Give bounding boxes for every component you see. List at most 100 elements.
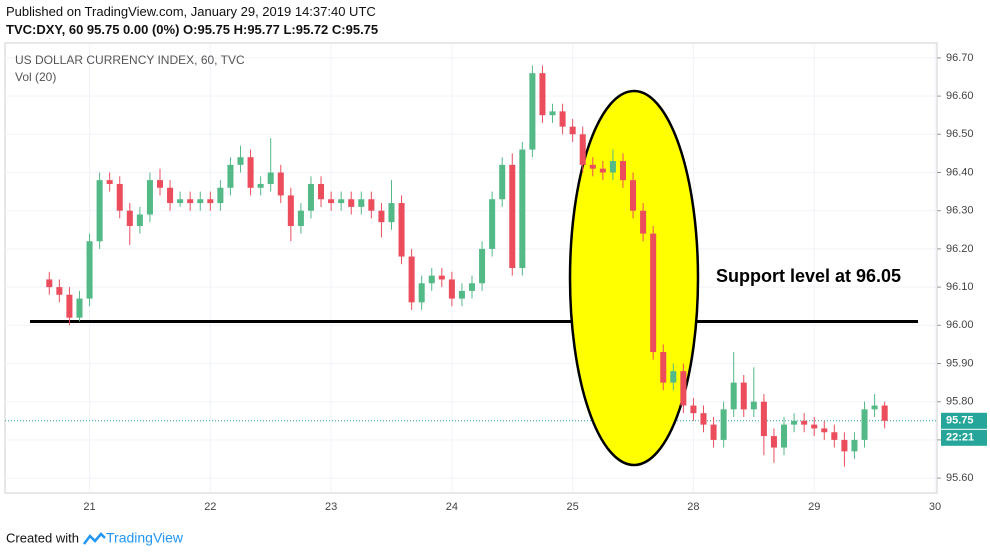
candle-body (821, 428, 828, 433)
countdown-box (941, 429, 987, 446)
countdown-label: 22:21 (946, 432, 974, 444)
candle-body (146, 180, 153, 215)
candle-body (619, 161, 626, 181)
candle-body (791, 420, 798, 425)
logo-icon (83, 532, 106, 545)
candle-body (519, 149, 526, 268)
candle-body (489, 199, 496, 249)
candle-body (398, 203, 405, 257)
candle-body (499, 164, 506, 200)
candle-body (569, 126, 576, 135)
candle-body (76, 298, 83, 318)
x-tick-label: 30 (929, 501, 941, 513)
candle-body (136, 214, 143, 226)
candle-body (468, 283, 476, 291)
candle-body (841, 439, 848, 452)
candle-body (871, 405, 878, 410)
candle-body (650, 233, 657, 353)
candle-body (700, 413, 707, 425)
candle-body (609, 161, 616, 173)
candle-body (56, 287, 63, 295)
annotation: Support level at 96.05 (716, 266, 901, 286)
candle-body (760, 401, 767, 437)
chart-subtitle: Vol (20) (15, 70, 56, 84)
candle-body (368, 199, 375, 211)
published-line: Published on TradingView.com, January 29… (6, 4, 376, 19)
candle-body (328, 199, 335, 204)
candle-body (46, 279, 53, 288)
candle-body (338, 199, 345, 204)
x-tick-label: 25 (567, 501, 579, 513)
candle-body (207, 199, 214, 204)
candle-body (549, 111, 556, 116)
candle-body (237, 157, 244, 165)
candle-body (881, 405, 888, 421)
candle-body (589, 164, 596, 169)
candle-body (247, 157, 254, 188)
candle-body (307, 183, 314, 211)
candle-body (831, 432, 838, 440)
candle-body (418, 283, 425, 303)
candle-body (388, 203, 395, 223)
candle-body (458, 290, 465, 299)
y-tick-label: 96.60 (946, 90, 974, 102)
candle-body (227, 164, 234, 188)
candle-body (640, 210, 647, 234)
y-tick-label: 96.00 (946, 319, 974, 331)
candle-body (740, 382, 747, 410)
candle-body (297, 210, 304, 226)
x-tick-label: 23 (325, 501, 337, 513)
candle-body (630, 180, 637, 211)
candle-body (267, 172, 274, 184)
candle-body (599, 168, 606, 173)
x-tick-label: 24 (446, 501, 458, 513)
candle-body (448, 279, 455, 299)
candle-body (861, 409, 868, 440)
candle-body (539, 73, 546, 116)
x-tick-label: 21 (83, 501, 95, 513)
footer-created: Created with (6, 530, 79, 545)
quote-line: TVC:DXY, 60 95.75 0.00 (0%) O:95.75 H:95… (6, 22, 379, 37)
candle-body (86, 241, 93, 299)
highlight-ellipse (568, 89, 700, 467)
candle-body (106, 180, 113, 184)
last-price-box (941, 412, 987, 429)
candle-body (811, 424, 818, 429)
candle-body (438, 275, 445, 280)
candle-body (177, 199, 184, 204)
y-tick-label: 96.10 (946, 281, 974, 293)
candle-body (116, 183, 123, 211)
candle-body (197, 199, 204, 204)
footer-brand[interactable]: TradingView (106, 530, 184, 546)
candle-body (730, 382, 737, 410)
candle-body (318, 183, 325, 200)
x-tick-label: 22 (204, 501, 216, 513)
candle-body (96, 180, 103, 242)
candle-body (801, 420, 808, 425)
plot-frame (4, 42, 938, 494)
candle-body (479, 248, 486, 284)
y-tick-label: 96.20 (946, 243, 974, 255)
y-tick-label: 95.90 (946, 357, 974, 369)
candle-body (126, 210, 133, 226)
chart-title: US DOLLAR CURRENCY INDEX, 60, TVC (15, 53, 245, 67)
candle-body (348, 199, 355, 207)
y-tick-label: 96.30 (946, 205, 974, 217)
candle-body (217, 187, 224, 204)
candle-body (670, 371, 677, 383)
last-price-label: 95.75 (946, 415, 974, 427)
candle-body (509, 164, 516, 268)
candle-body (167, 187, 174, 204)
x-tick-label: 28 (687, 501, 699, 513)
candle-body (770, 436, 777, 448)
candle-body (660, 352, 667, 383)
candle-body (277, 172, 284, 196)
candle-body (358, 199, 365, 207)
y-tick-label: 96.50 (946, 128, 974, 140)
y-tick-label: 95.60 (946, 472, 974, 484)
candle-body (408, 256, 415, 303)
candle-body (378, 210, 385, 223)
candle-body (257, 183, 264, 188)
